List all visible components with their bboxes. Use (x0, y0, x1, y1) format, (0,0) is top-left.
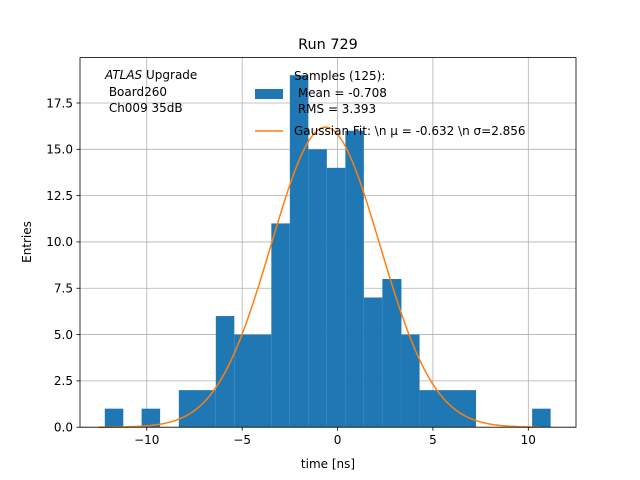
x-tick-label: 5 (429, 433, 437, 447)
y-axis-ticks: 0.0 2.5 5.0 7.5 10.0 12.5 15.0 17.5 (46, 96, 80, 435)
annotation-board: Board260 (105, 85, 167, 99)
y-tick-label: 5.0 (54, 328, 73, 342)
y-tick-label: 2.5 (54, 374, 73, 388)
histogram-bar (326, 167, 346, 428)
chart-title: Run 729 (298, 37, 358, 53)
x-axis-ticks: −10 −5 0 5 10 (134, 427, 536, 447)
x-axis-label: time [ns] (301, 457, 355, 471)
histogram-bar (141, 408, 161, 428)
y-axis-label: Entries (20, 221, 34, 263)
y-tick-label: 15.0 (46, 143, 73, 157)
legend-hist-swatch (255, 89, 283, 99)
y-tick-label: 7.5 (54, 282, 73, 296)
legend-hist-line-1: Samples (125): (294, 69, 385, 83)
annotation-line-1: ATLAS Upgrade (104, 68, 197, 82)
y-tick-label: 0.0 (54, 421, 73, 435)
histogram-bar (308, 149, 327, 428)
legend-hist-line-3: RMS = 3.393 (294, 102, 376, 116)
atlas-annotation: ATLAS Upgrade Board260 Ch009 35dB (104, 68, 197, 115)
histogram-bar (532, 408, 551, 428)
histogram-bars (104, 75, 551, 428)
annotation-atlas: ATLAS (104, 68, 143, 82)
legend-fit-label: Gaussian Fit: \n μ = -0.632 \n σ=2.856 (294, 124, 526, 138)
histogram-bar (419, 390, 477, 428)
x-tick-label: −5 (233, 433, 251, 447)
histogram-bar (363, 297, 383, 428)
legend-hist-line-2: Mean = -0.708 (294, 86, 387, 100)
histogram-bar (289, 75, 309, 428)
y-tick-label: 17.5 (46, 96, 73, 110)
gaussian-fit-curve (99, 126, 538, 428)
x-tick-label: 0 (334, 433, 342, 447)
histogram-bar (271, 223, 290, 428)
histogram-bar (345, 130, 364, 428)
histogram-bar (104, 408, 124, 428)
y-tick-label: 10.0 (46, 235, 73, 249)
legend: Samples (125): Mean = -0.708 RMS = 3.393… (255, 69, 526, 138)
x-tick-label: −10 (134, 433, 159, 447)
histogram-bar (234, 334, 272, 428)
plot-frame (79, 57, 577, 428)
annotation-channel: Ch009 35dB (105, 101, 183, 115)
y-tick-label: 12.5 (46, 189, 73, 203)
histogram-bar (382, 278, 402, 428)
x-tick-label: 10 (521, 433, 536, 447)
histogram-bar (401, 334, 420, 428)
annotation-upgrade: Upgrade (142, 68, 197, 82)
